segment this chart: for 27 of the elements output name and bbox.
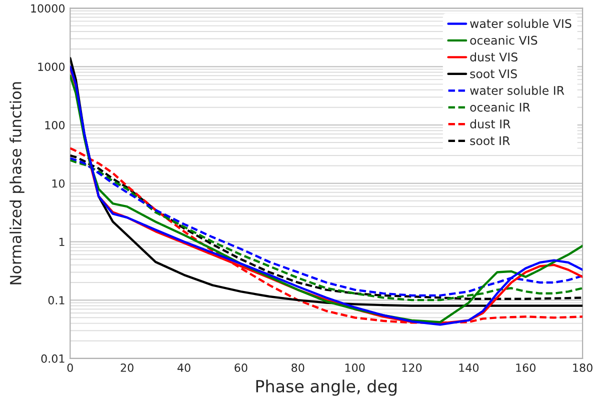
legend-label: soot VIS — [470, 69, 517, 78]
legend-label: water soluble VIS — [470, 18, 572, 28]
x-tick-label: 60 — [234, 363, 248, 372]
x-tick-label: 20 — [120, 363, 134, 372]
y-tick-label: 100 — [45, 120, 65, 130]
legend-label: dust IR — [470, 119, 510, 128]
y-tick-label: 10 — [52, 179, 65, 188]
x-tick-label: 160 — [516, 363, 536, 372]
x-tick-label: 40 — [177, 363, 190, 372]
y-tick-label: 0.01 — [41, 354, 64, 363]
x-tick-label: 120 — [402, 363, 422, 372]
x-tick-label: 100 — [345, 363, 365, 372]
legend-label: oceanic IR — [470, 102, 530, 112]
x-tick-label: 180 — [573, 363, 592, 372]
y-tick-label: 0.1 — [48, 296, 64, 304]
x-tick-label: 80 — [292, 363, 304, 372]
x-tick-label: 140 — [459, 363, 479, 372]
y-tick-label: 10000 — [31, 4, 65, 13]
legend-label: water soluble IR — [470, 86, 564, 95]
y-tick-label: 1 — [59, 238, 64, 246]
x-axis-title: Phase angle, deg — [256, 380, 396, 396]
y-tick-label: 1000 — [38, 62, 65, 71]
x-tick-label: 0 — [67, 363, 73, 372]
y-axis-title: Normalized phase function — [10, 82, 24, 284]
legend-label: oceanic VIS — [470, 36, 538, 45]
legend-label: soot IR — [470, 136, 510, 146]
legend-label: dust VIS — [470, 52, 518, 62]
